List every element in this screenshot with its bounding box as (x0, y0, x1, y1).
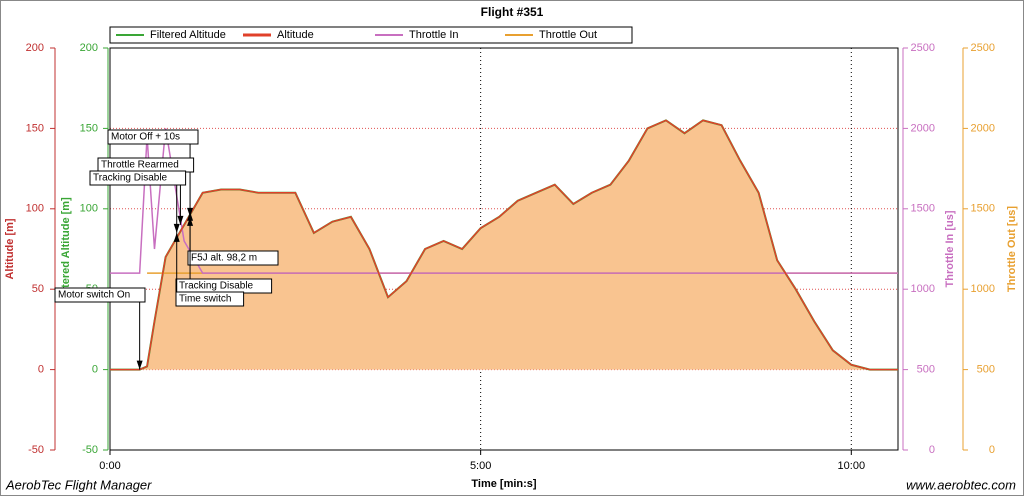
annotation-label: F5J alt. 98,2 m (191, 253, 257, 264)
annotation-box (175, 291, 245, 307)
annotation-box (54, 287, 146, 303)
y2-axis-title: Throttle In [us] (944, 210, 956, 287)
x-tick-label: 0:00 (99, 460, 120, 472)
annotation-arrowhead (187, 211, 194, 221)
y-axis-title: Filtered Altitude [m] (60, 197, 72, 301)
annotation-box (89, 170, 187, 186)
y2-tick-label: 2500 (971, 42, 995, 54)
x-axis-title: Time [min:s] (471, 478, 537, 490)
y-tick-label: -50 (82, 444, 98, 456)
legend-label: Altitude (277, 29, 314, 41)
y2-tick-label: 2000 (971, 122, 995, 134)
annotation-label: Throttle Rearmed (101, 160, 179, 171)
chart-title: Flight #351 (481, 5, 544, 19)
y2-tick-label: 500 (917, 364, 935, 376)
x-tick-label: 5:00 (470, 460, 491, 472)
y-tick-label: -50 (28, 444, 44, 456)
y-tick-label: 0 (38, 364, 44, 376)
series-line (110, 119, 898, 371)
y-tick-label: 200 (26, 42, 44, 54)
annotation-arrowhead (173, 232, 180, 242)
y2-tick-label: 0 (989, 444, 995, 456)
y-axis-title: Altitude [m] (4, 218, 16, 279)
plot-border (109, 47, 899, 451)
annotation-label: Motor switch On (58, 290, 130, 301)
y2-tick-label: 500 (977, 364, 995, 376)
y-tick-label: 150 (80, 122, 98, 134)
y2-tick-label: 1500 (911, 203, 935, 215)
series-line (110, 128, 898, 274)
legend-box (109, 26, 633, 44)
annotation-arrowhead (173, 223, 180, 233)
legend-label: Filtered Altitude (150, 29, 226, 41)
y2-tick-label: 2000 (911, 122, 935, 134)
annotation-box (107, 129, 199, 145)
annotation-arrowhead (177, 215, 184, 225)
y2-tick-label: 1000 (971, 283, 995, 295)
footer-left: AerobTec Flight Manager (5, 477, 152, 492)
y-tick-label: 0 (92, 364, 98, 376)
annotation-label: Tracking Disable (93, 173, 168, 184)
y2-tick-label: 2500 (911, 42, 935, 54)
footer-right: www.aerobtec.com (906, 477, 1016, 492)
altitude-area (110, 120, 898, 370)
annotation-box (187, 250, 279, 266)
y-tick-label: 50 (32, 283, 44, 295)
y2-tick-label: 1500 (971, 203, 995, 215)
y2-tick-label: 1000 (911, 283, 935, 295)
y2-tick-label: 0 (929, 444, 935, 456)
x-tick-label: 10:00 (838, 460, 866, 472)
y2-axis-title: Throttle Out [us] (1006, 206, 1018, 292)
y-tick-label: 150 (26, 122, 44, 134)
legend-label: Throttle In (409, 29, 459, 41)
y-tick-label: 200 (80, 42, 98, 54)
annotation-label: Tracking Disable (179, 281, 254, 292)
legend-label: Throttle Out (539, 29, 597, 41)
y-tick-label: 100 (26, 203, 44, 215)
annotation-label: Time switch (179, 294, 231, 305)
annotation-label: Motor Off + 10s (111, 132, 180, 143)
annotation-arrowhead (187, 216, 194, 226)
y-tick-label: 100 (80, 203, 98, 215)
annotation-arrowhead (136, 360, 143, 370)
